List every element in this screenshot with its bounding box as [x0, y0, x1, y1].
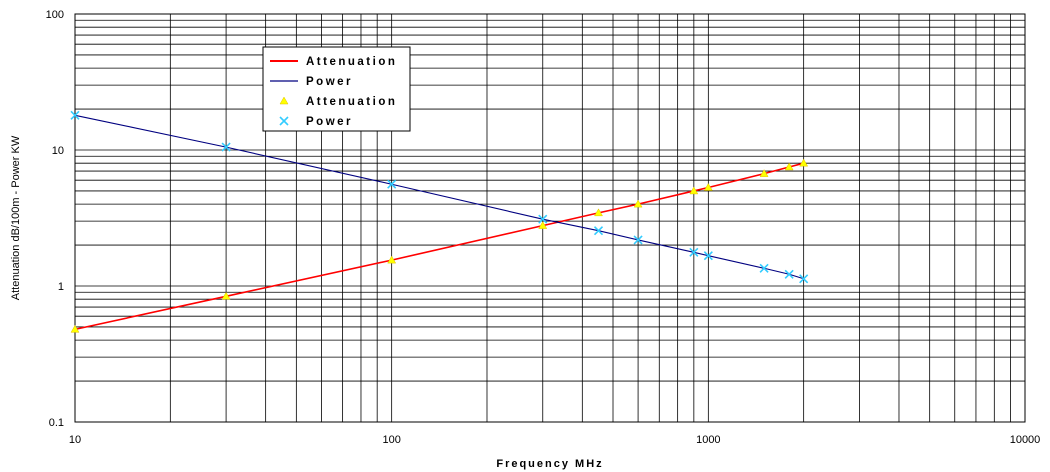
attenuation-point	[689, 186, 699, 195]
attenuation-point	[387, 255, 397, 264]
legend-item-power-line: Power	[270, 76, 353, 88]
attenuation-point	[70, 324, 80, 333]
y-tick-labels: 0.1 1 10 100	[46, 9, 64, 429]
legend: Attenuation Power Attenuation Power	[262, 46, 411, 132]
power-point	[799, 274, 809, 284]
power-line	[74, 114, 804, 280]
x-tick-labels: 10 100 1000 10000	[69, 434, 1040, 446]
series-markers	[70, 110, 809, 333]
power-point	[759, 263, 769, 273]
power-point	[538, 214, 548, 224]
grid	[75, 14, 1025, 422]
attenuation-point	[799, 158, 809, 167]
legend-item-attenuation-line: Attenuation	[270, 56, 397, 68]
attenuation-point	[703, 182, 713, 191]
series-lines	[74, 114, 804, 331]
x-axis-title: Frequency MHz	[496, 458, 603, 470]
x-tick-label: 1000	[696, 434, 720, 446]
y-tick-label: 0.1	[49, 417, 64, 429]
legend-item-attenuation-marker: Attenuation	[279, 96, 397, 108]
power-point	[70, 110, 80, 120]
power-point	[633, 235, 643, 245]
attenuation-point	[633, 199, 643, 208]
legend-label: Power	[306, 116, 353, 128]
power-point	[784, 269, 794, 279]
attenuation-point	[759, 169, 769, 177]
y-tick-label: 100	[46, 9, 64, 21]
x-tick-label: 10	[69, 434, 81, 446]
y-tick-label: 1	[58, 281, 64, 293]
power-point	[703, 251, 713, 261]
legend-label: Attenuation	[306, 96, 397, 108]
legend-item-power-marker: Power	[279, 116, 353, 128]
power-point	[221, 142, 231, 152]
legend-swatch	[279, 96, 289, 105]
attenuation-point	[221, 291, 231, 300]
attenuation-point	[594, 208, 603, 217]
y-tick-label: 10	[52, 145, 64, 157]
x-tick-label: 100	[382, 434, 400, 446]
legend-label: Power	[306, 76, 353, 88]
y-axis-title: Attenuation dB/100m - Power KW	[10, 135, 22, 300]
power-point	[387, 179, 397, 189]
attenuation-point	[784, 162, 794, 171]
plot-frame	[74, 13, 1026, 423]
power-point	[689, 247, 699, 257]
power-point	[593, 226, 604, 236]
attenuation-point	[538, 221, 548, 229]
legend-label: Attenuation	[306, 56, 397, 68]
x-tick-label: 10000	[1010, 434, 1041, 446]
